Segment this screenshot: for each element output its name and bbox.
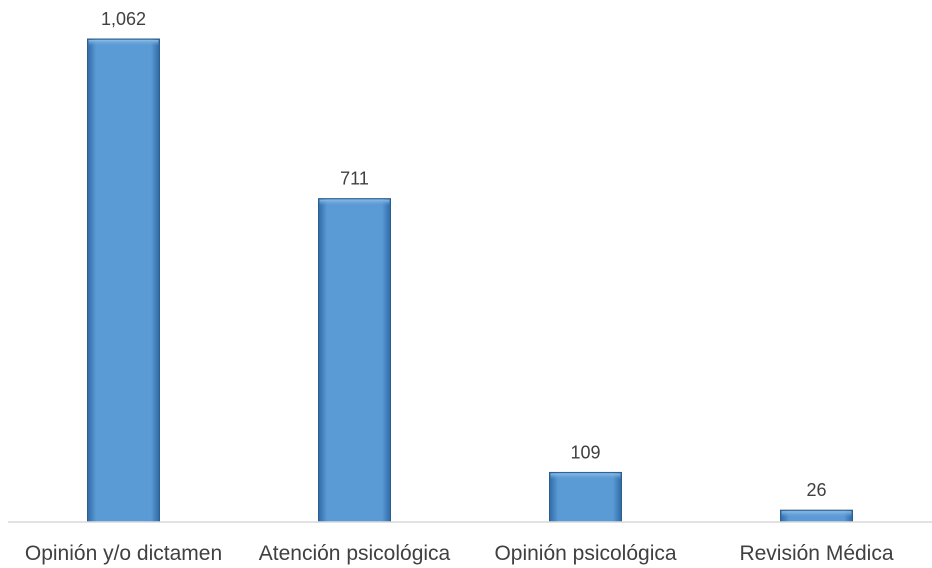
- bar-highlight: [781, 511, 852, 518]
- bar-highlight: [319, 199, 390, 206]
- category-label: Atención psicológica: [259, 542, 451, 565]
- bar-highlight: [88, 40, 159, 46]
- data-label: 109: [570, 442, 600, 462]
- labels-group: 1,062 Opinión y/o dictamen 711 Atención psi…: [25, 9, 894, 565]
- bar-highlight: [550, 473, 621, 480]
- data-label: 711: [340, 169, 369, 189]
- data-label: 1,062: [101, 9, 146, 29]
- bar: [318, 198, 391, 523]
- category-label: Opinión y/o dictamen: [25, 542, 222, 565]
- category-label: Revisión Médica: [739, 542, 893, 565]
- bar: [549, 471, 622, 523]
- bar: [87, 38, 160, 523]
- bars-group: [87, 38, 853, 523]
- data-label: 26: [806, 480, 826, 500]
- category-label: Opinión psicológica: [494, 542, 676, 565]
